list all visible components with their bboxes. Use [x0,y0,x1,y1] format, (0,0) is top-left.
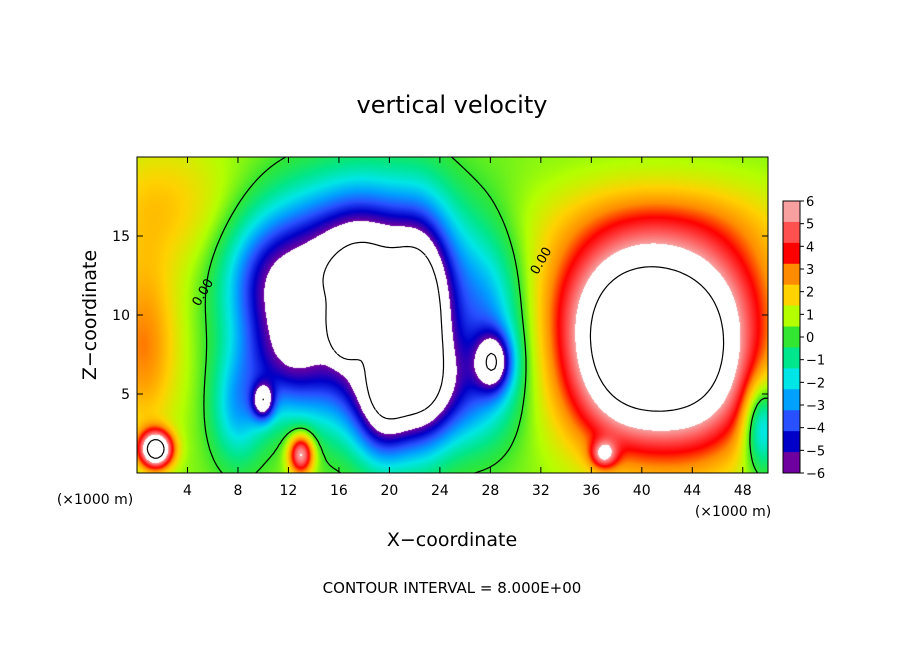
colorbar-tick-label: 1 [806,308,814,323]
chart-title: vertical velocity [357,91,548,119]
colorbar-swatch [783,368,800,390]
x-tick-label: 40 [633,483,651,499]
x-axis-label: X−coordinate [387,529,517,551]
y-tick-label: 10 [112,308,130,324]
plot-area: 0.000.00 [136,156,769,474]
colorbar-tick-label: −6 [806,467,825,482]
colorbar: 6 5 4 3 2 1 0 −1 −2 −3 −4 −5 −6 [782,195,825,482]
y-tick-label: 5 [121,387,130,403]
x-tick-label: 36 [582,483,600,499]
x-tick-label: 24 [431,483,449,499]
colorbar-tick-label: −2 [806,376,825,391]
heatmap-field [137,157,768,473]
y-axis-label: Z−coordinate [79,250,101,380]
colorbar-tick-label: 0 [806,331,814,346]
y-tick-label: 15 [112,229,130,245]
x-unit-right: (×1000 m) [695,504,771,520]
colorbar-tick-label: −5 [806,444,825,459]
colorbar-tick-label: 4 [806,240,814,255]
x-tick-label: 12 [280,483,298,499]
colorbar-swatch [783,347,800,369]
colorbar-tick-label: 2 [806,286,814,301]
colorbar-swatch [783,201,800,223]
colorbar-swatch [783,389,800,411]
x-tick-label: 48 [734,483,752,499]
colorbar-tick-label: 3 [806,263,814,278]
colorbar-swatch [783,410,800,432]
colorbar-swatch [783,242,800,265]
colorbar-tick-label: 5 [806,218,814,233]
x-tick-label: 28 [481,483,499,499]
contour-interval-note: CONTOUR INTERVAL = 8.000E+00 [323,579,582,597]
colorbar-tick-label: −4 [806,422,825,437]
x-tick-label: 44 [683,483,701,499]
colorbar-tick-label: 6 [806,195,814,210]
colorbar-swatch [783,305,800,328]
x-tick-label: 8 [233,483,242,499]
contour-line-negative [262,241,497,420]
contour-lines [146,156,769,474]
x-tick-label: 20 [380,483,398,499]
colorbar-swatch [783,452,800,474]
colorbar-swatch [783,326,800,348]
x-tick-label: 32 [532,483,550,499]
contour-line [203,156,769,474]
colorbar-swatch [783,221,800,244]
colorbar-swatch [783,284,800,307]
x-tick-label: 16 [330,483,348,499]
colorbar-swatch [783,263,800,286]
colorbar-tick-label: −3 [806,399,825,414]
colorbar-tick-label: −1 [806,354,825,369]
x-axis: 4 8 12 16 20 24 28 32 36 40 44 48 [183,157,752,499]
colorbar-swatch [783,431,800,453]
x-unit-left: (×1000 m) [57,492,133,508]
contour-line [146,266,725,459]
y-axis: 5 10 15 [112,229,768,403]
x-tick-label: 4 [183,483,192,499]
